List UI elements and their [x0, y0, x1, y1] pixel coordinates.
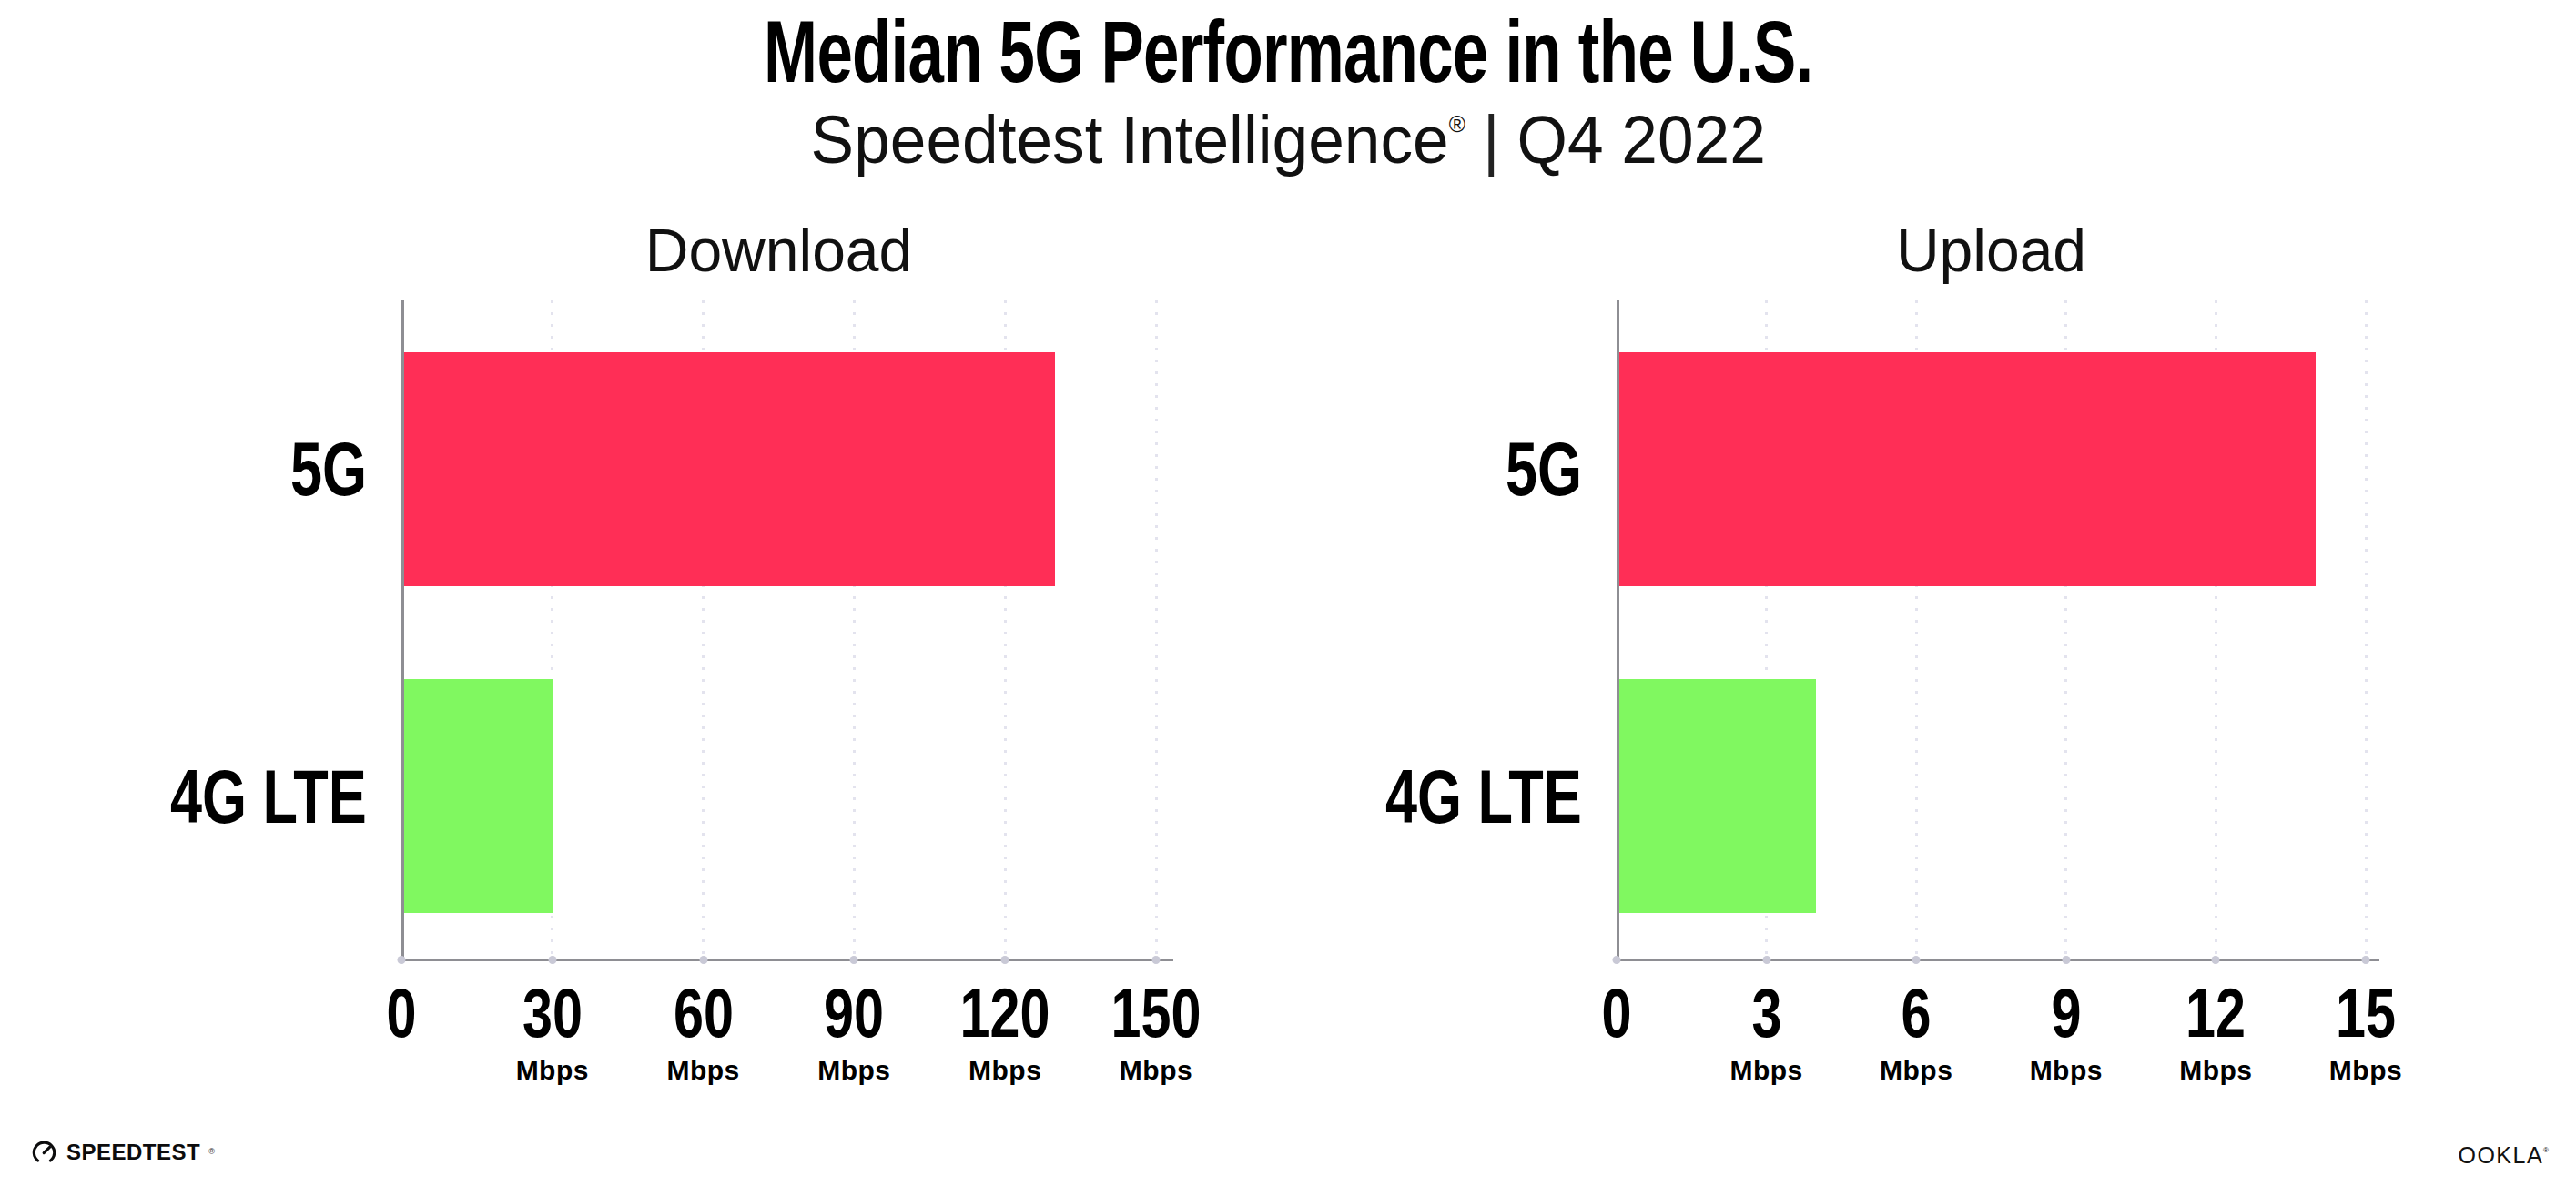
tick-value: 9 [2051, 979, 2081, 1048]
tick-label-0: 0 [382, 979, 421, 1048]
bar-4g-lte [404, 679, 553, 913]
axis-tick-dot [548, 956, 556, 964]
tick-label-0: 0 [1597, 979, 1636, 1048]
category-label-5g: 5G [1506, 431, 1582, 507]
bar-4g-lte [1619, 679, 1816, 913]
axis-tick-dot [699, 956, 707, 964]
tick-value: 60 [674, 979, 734, 1048]
download-chart-plot: 030Mbps60Mbps90Mbps120Mbps150Mbps5G4G LT… [401, 300, 1156, 959]
subtitle-period: Q4 2022 [1516, 101, 1765, 178]
gridline [2365, 300, 2368, 959]
tick-value: 90 [824, 979, 884, 1048]
chart-title-download: Download [401, 220, 1156, 280]
axis-tick-dot [2362, 956, 2370, 964]
tick-unit-label: Mbps [2030, 1057, 2103, 1084]
tick-unit-label: Mbps [1729, 1057, 1802, 1084]
tick-label-12: 12 Mbps [2177, 979, 2255, 1084]
tick-label-120: 120 Mbps [948, 979, 1063, 1084]
speedtest-trademark: ® [208, 1148, 215, 1156]
tick-unit-label: Mbps [2328, 1057, 2405, 1084]
tick-unit-label: Mbps [664, 1057, 742, 1084]
x-axis-line [1617, 959, 2379, 961]
tick-value: 0 [387, 979, 417, 1048]
tick-value: 3 [1751, 979, 1781, 1048]
speedtest-gauge-icon [30, 1138, 58, 1166]
subtitle-brand: Speedtest Intelligence [810, 101, 1448, 178]
tick-label-150: 150 Mbps [1099, 979, 1214, 1084]
axis-tick-dot [1152, 956, 1161, 964]
tick-label-9: 9 Mbps [2030, 979, 2103, 1084]
tick-label-15: 15 Mbps [2328, 979, 2405, 1084]
axis-tick-dot [2212, 956, 2220, 964]
page-title: Median 5G Performance in the U.S. [0, 7, 2576, 96]
tick-unit-label: Mbps [2177, 1057, 2255, 1084]
tick-value: 0 [1602, 979, 1632, 1048]
ookla-trademark: ® [2543, 1146, 2549, 1154]
tick-unit-label: Mbps [1099, 1057, 1214, 1084]
tick-label-60: 60 Mbps [664, 979, 742, 1084]
tick-value: 6 [1902, 979, 1932, 1048]
subtitle-divider: | [1483, 101, 1500, 178]
x-axis-line [401, 959, 1173, 961]
tick-unit-label: Mbps [948, 1057, 1063, 1084]
tick-value: 30 [522, 979, 583, 1048]
page-subtitle: Speedtest Intelligence® |Q4 2022 [0, 102, 2576, 178]
tick-label-90: 90 Mbps [816, 979, 893, 1084]
axis-tick-dot [2062, 956, 2070, 964]
axis-tick-dot [1613, 956, 1621, 964]
tick-unit-label: Mbps [514, 1057, 592, 1084]
registered-trademark: ® [1449, 110, 1465, 137]
tick-unit-label: Mbps [1880, 1057, 1952, 1084]
tick-value: 120 [960, 979, 1050, 1048]
category-label-5g: 5G [290, 431, 367, 507]
ookla-wordmark: OOKLA [2458, 1142, 2543, 1168]
speedtest-wordmark: SPEEDTEST [66, 1141, 200, 1163]
category-label-4g-lte: 4G LTE [170, 758, 367, 835]
axis-tick-dot [1762, 956, 1770, 964]
bar-5g [1619, 352, 2316, 586]
upload-chart-plot: 03Mbps6Mbps9Mbps12Mbps15Mbps5G4G LTE [1617, 300, 2366, 959]
tick-label-30: 30 Mbps [514, 979, 592, 1084]
chart-title-upload: Upload [1617, 220, 2366, 280]
tick-label-3: 3 Mbps [1729, 979, 1802, 1084]
tick-value: 12 [2186, 979, 2246, 1048]
axis-tick-dot [850, 956, 858, 964]
ookla-logo: OOKLA® [2458, 1144, 2549, 1167]
tick-value: 15 [2336, 979, 2396, 1048]
tick-label-6: 6 Mbps [1880, 979, 1952, 1084]
bar-5g [404, 352, 1055, 586]
tick-value: 150 [1111, 979, 1202, 1048]
category-label-4g-lte: 4G LTE [1385, 758, 1582, 835]
gridline [1155, 300, 1158, 959]
axis-tick-dot [1912, 956, 1921, 964]
speedtest-logo: SPEEDTEST ® [30, 1138, 215, 1166]
axis-tick-dot [398, 956, 406, 964]
tick-unit-label: Mbps [816, 1057, 893, 1084]
axis-tick-dot [1001, 956, 1009, 964]
